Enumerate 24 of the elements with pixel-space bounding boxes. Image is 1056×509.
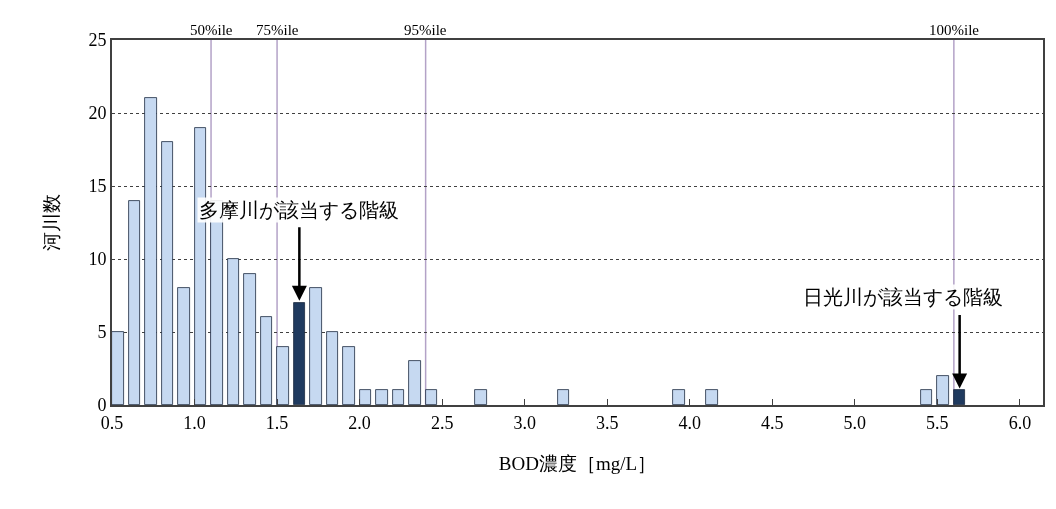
x-axis-title: BOD濃度［mg/L］ bbox=[498, 452, 657, 474]
ref-line-label: 75%ile bbox=[256, 22, 299, 38]
y-tick-label: 25 bbox=[88, 30, 107, 51]
x-tick-label: 6.0 bbox=[1008, 412, 1032, 433]
y-tick-label: 20 bbox=[88, 103, 107, 124]
y-tick-label: 15 bbox=[88, 176, 107, 197]
x-tick-label: 1.5 bbox=[265, 412, 289, 433]
x-tick-label: 2.0 bbox=[348, 412, 371, 433]
x-tick-label: 5.0 bbox=[843, 412, 867, 433]
annotation: 多摩川が該当する階級 bbox=[199, 199, 399, 221]
y-axis-title: 河川数 bbox=[40, 194, 62, 251]
x-tick-label: 4.0 bbox=[678, 412, 701, 433]
x-tick-label: 5.5 bbox=[926, 412, 949, 433]
y-tick-label: 10 bbox=[88, 249, 107, 270]
ref-line-label: 50%ile bbox=[190, 22, 233, 38]
x-tick-label: 1.0 bbox=[183, 412, 206, 433]
x-tick-label: 4.5 bbox=[761, 412, 784, 433]
x-tick-label: 3.5 bbox=[595, 412, 619, 433]
ref-line-label: 95%ile bbox=[404, 22, 447, 38]
y-tick-label: 5 bbox=[97, 322, 107, 343]
x-tick-label: 3.0 bbox=[513, 412, 536, 433]
ref-line-label: 100%ile bbox=[929, 22, 980, 38]
annotation: 日光川が該当する階級 bbox=[803, 286, 1003, 308]
x-tick-label: 2.5 bbox=[430, 412, 454, 433]
